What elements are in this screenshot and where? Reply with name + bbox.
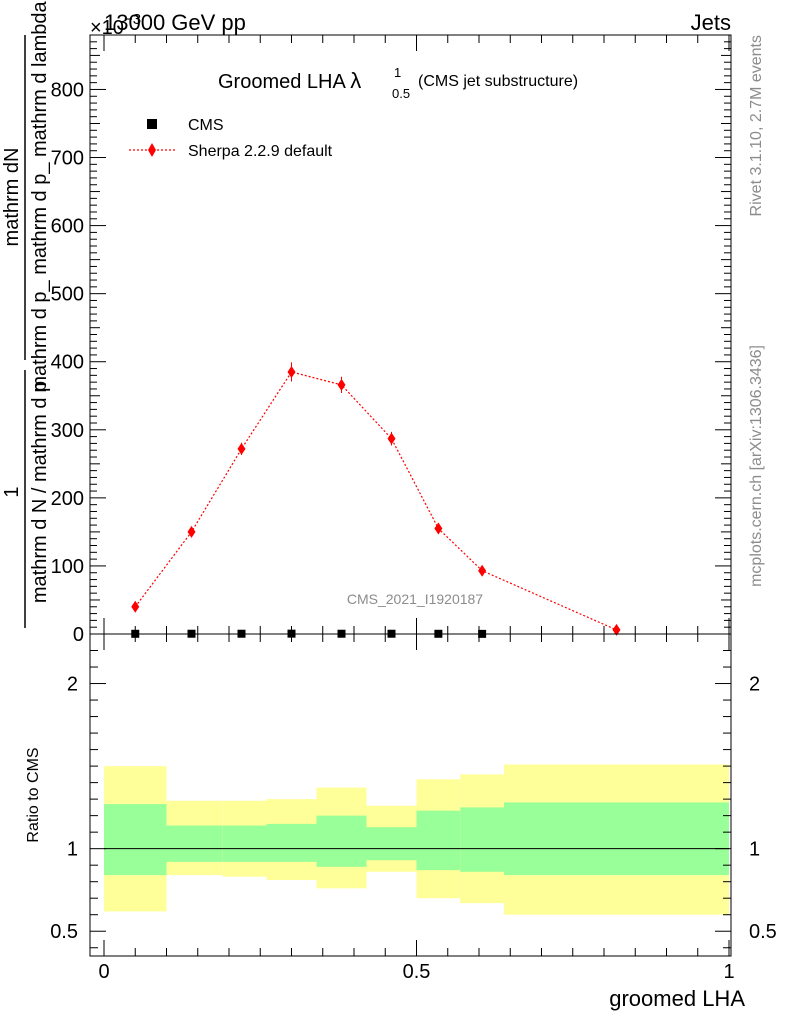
sherpa-point — [387, 432, 396, 445]
title-lambda: λ — [350, 68, 361, 93]
ratio-band-green — [316, 815, 367, 867]
ratio-ytick-label-right: 2 — [749, 674, 760, 696]
title-suffix: (CMS jet substructure) — [418, 73, 578, 90]
sherpa-point — [187, 525, 196, 538]
main-ytick-label: 600 — [51, 216, 84, 238]
main-ytick-label: 0 — [73, 624, 84, 646]
ratio-band-green — [266, 823, 317, 862]
process-label: Jets — [691, 10, 731, 35]
ratio-band-green — [366, 827, 417, 861]
exponent-base: ×10 — [90, 17, 124, 39]
main-ytick-label: 100 — [51, 556, 84, 578]
ratio-band-green — [166, 825, 223, 862]
x-axis-label: groomed LHA — [609, 986, 745, 1011]
main-ytick-label: 500 — [51, 284, 84, 306]
ratio-ytick-label: 0.5 — [50, 921, 78, 943]
plot-title: Groomed LHA λ 1 0.5 (CMS jet substructur… — [218, 65, 578, 101]
main-ytick-label: 800 — [51, 79, 84, 101]
sherpa-point — [287, 365, 296, 378]
main-frame — [89, 34, 732, 635]
ylabel-lower-den: mathrm d N / mathrm d p — [29, 381, 51, 603]
legend: CMS Sherpa 2.2.9 default — [129, 117, 333, 160]
watermark-label: CMS_2021_I1920187 — [347, 591, 483, 607]
legend-cms-label: CMS — [188, 117, 224, 134]
ratio-x-axis: 0 0.5 1 — [98, 634, 735, 983]
ratio-band-green — [460, 807, 504, 872]
ratio-band-green — [104, 804, 167, 876]
sherpa-point — [131, 600, 140, 613]
mcplots-label: mcplots.cern.ch [arXiv:1306.3436] — [748, 345, 765, 587]
ratio-ytick-label: 1 — [67, 839, 78, 861]
ratio-y-label: Ratio to CMS — [25, 747, 42, 842]
main-ytick-label: 200 — [51, 488, 84, 510]
main-ytick-label: 700 — [51, 148, 84, 170]
energy-label: 13000 GeV pp — [104, 10, 246, 35]
ylabel-one: 1 — [1, 486, 23, 497]
title-sup: 1 — [394, 65, 401, 80]
ratio-ytick-label-right: 0.5 — [749, 921, 777, 943]
main-ytick-label: 300 — [51, 420, 84, 442]
ratio-band-green — [416, 810, 461, 871]
ratio-ytick-label: 2 — [67, 674, 78, 696]
main-y-axis: 0 100 200 300 400 500 600 700 800 — [51, 41, 731, 646]
sherpa-point — [434, 522, 443, 535]
ylabel-denominator: mathrm d p_ mathrm d p_ mathrm d lambda — [29, 0, 51, 392]
exponent-label: ×10 −3 — [90, 11, 141, 39]
ylabel-numerator: mathrm dN — [1, 148, 23, 247]
ratio-xtick-label: 0.5 — [403, 961, 431, 983]
legend-sherpa-label: Sherpa 2.2.9 default — [188, 143, 333, 160]
title-main: Groomed LHA — [218, 71, 350, 93]
title-sub: 0.5 — [392, 86, 410, 101]
ratio-y-axis: 0.5 0.5 1 1 2 2 — [50, 633, 777, 949]
ratio-panel: 0.5 0.51 12 2 0 0.5 1 — [50, 633, 777, 983]
ratio-ytick-label-right: 1 — [749, 839, 760, 861]
ratio-xtick-label: 0 — [98, 961, 109, 983]
main-ytick-label: 400 — [51, 352, 84, 374]
ratio-bands-group — [104, 764, 729, 915]
ratio-frame — [89, 633, 732, 957]
legend-cms-marker — [147, 119, 157, 129]
main-x-axis — [103, 35, 730, 634]
sherpa-point — [237, 442, 246, 455]
ratio-band-green — [504, 802, 729, 876]
svg-text:Groomed LHA λ: Groomed LHA λ — [218, 68, 361, 93]
ratio-xtick-label: 1 — [723, 961, 734, 983]
main-panel: 0 100 200 300 400 500 600 700 800 — [51, 34, 732, 646]
ratio-band-green — [222, 825, 267, 862]
rivet-label: Rivet 3.1.10, 2.7M events — [748, 35, 765, 216]
sherpa-point — [478, 564, 487, 577]
sherpa-point — [612, 623, 621, 636]
legend-sherpa-marker — [148, 143, 156, 157]
sherpa-point — [337, 378, 346, 391]
exponent-power: −3 — [124, 11, 141, 28]
main-y-label: mathrm dN mathrm d p_ mathrm d p_ mathrm… — [1, 0, 51, 628]
